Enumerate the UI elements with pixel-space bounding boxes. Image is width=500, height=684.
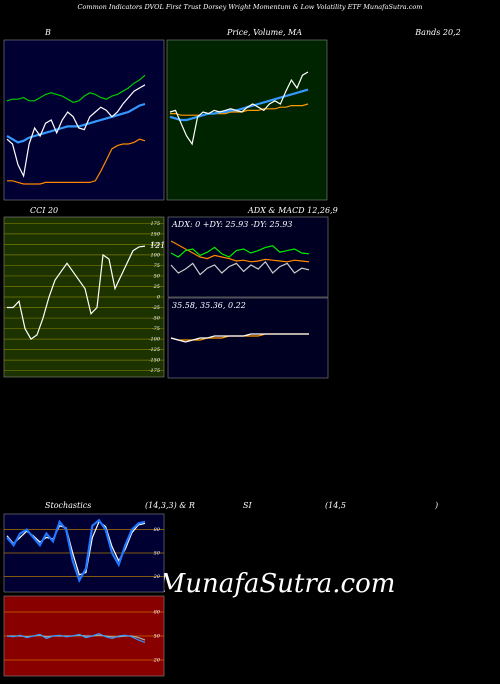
series-line	[170, 240, 310, 263]
y-tick-label: -100	[149, 337, 161, 343]
panel-title: ADX & MACD 12,26,9	[247, 206, 338, 215]
y-tick-label: -75	[152, 326, 160, 332]
series-line	[169, 71, 309, 146]
y-tick-label: 25	[153, 284, 160, 290]
y-tick-label: 175	[150, 221, 160, 227]
series-line	[7, 245, 146, 340]
stoch-title: Stochastics	[45, 501, 91, 510]
series-line	[6, 102, 146, 144]
y-tick-label: 125	[150, 242, 160, 248]
y-tick-label: -175	[149, 368, 160, 374]
y-tick-label: 50	[154, 551, 161, 557]
stoch-params: (14,3,3) & R	[145, 501, 195, 510]
series-line	[6, 84, 146, 178]
panel	[167, 297, 329, 379]
y-tick-label: 20	[153, 574, 161, 580]
rsi-close: )	[434, 501, 438, 510]
panel-title: CCI 20	[30, 206, 58, 215]
series-line	[6, 74, 146, 104]
y-tick-label: -50	[152, 316, 161, 322]
y-tick-label: 50	[154, 634, 161, 640]
series-line	[170, 333, 309, 343]
panel	[166, 39, 328, 201]
series-line	[6, 518, 146, 583]
y-tick-label: 80	[154, 527, 161, 533]
series-line	[169, 88, 309, 122]
y-tick-label: 20	[153, 658, 161, 664]
panel-title: B	[44, 28, 51, 37]
y-tick-label: 75	[154, 263, 160, 269]
y-tick-label: -25	[152, 305, 160, 311]
y-tick-label: 50	[154, 273, 161, 279]
y-tick-label: 150	[150, 231, 160, 237]
bands-label: Bands 20,2	[414, 28, 460, 37]
panel-summary: ADX: 0 +DY: 25.93 -DY: 25.93	[171, 220, 292, 229]
panel	[167, 216, 329, 298]
last-value-label: 121	[150, 241, 165, 250]
panel-summary: 35.58, 35.36, 0.22	[172, 301, 246, 310]
series-line	[6, 632, 146, 643]
panel	[3, 39, 165, 201]
y-tick-label: 80	[154, 610, 161, 616]
y-tick-label: 100	[150, 252, 160, 258]
rsi-title: SI	[243, 501, 252, 510]
series-line	[170, 103, 309, 116]
y-tick-label: -125	[149, 347, 160, 353]
series-line	[7, 138, 146, 185]
y-tick-label: 0	[157, 295, 161, 301]
rsi-params: (14,5	[325, 501, 346, 510]
header: Common Indicators DVOL First Trust Dorse…	[78, 3, 423, 11]
series-line	[170, 245, 310, 258]
panel-title: Price, Volume, MA	[226, 28, 302, 37]
y-tick-label: -150	[149, 358, 161, 364]
series-line	[170, 260, 310, 276]
watermark: MunafaSutra.com	[158, 569, 396, 599]
